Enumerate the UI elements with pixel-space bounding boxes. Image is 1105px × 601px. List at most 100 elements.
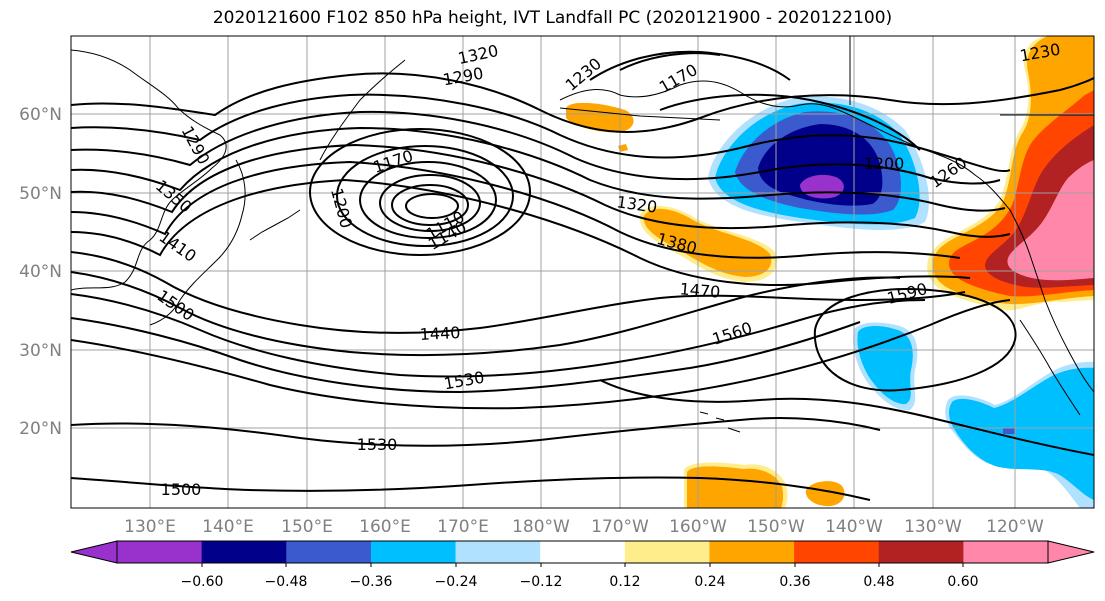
colorbar	[70, 540, 1095, 564]
longitude-label: 180°W	[512, 517, 570, 537]
ivt-negative-southeast-dot	[1003, 428, 1015, 434]
latitude-label: 20°N	[19, 419, 62, 439]
border-us-canada	[849, 36, 1094, 116]
contour-1380	[71, 160, 961, 259]
contour-label: 1470	[679, 279, 721, 301]
coast-hawaii	[699, 411, 741, 433]
contour-1320	[71, 126, 1006, 212]
longitude-label: 150°E	[281, 517, 333, 537]
contour-1470	[71, 271, 901, 357]
longitude-label: 160°W	[669, 517, 727, 537]
colorbar-segment	[286, 541, 372, 563]
contour-label-group: 1470	[679, 279, 721, 301]
colorbar-tick-labels: −0.60 −0.48 −0.36 −0.24 −0.12 0.12 0.24 0.36 0.4…	[181, 563, 979, 590]
longitude-label: 120°W	[986, 517, 1044, 537]
colorbar-tick-label: 0.48	[863, 574, 894, 590]
contour-label: 1440	[419, 323, 461, 344]
longitude-label: 150°W	[747, 517, 805, 537]
map-frame	[70, 35, 1095, 509]
colorbar-tick-label: −0.36	[350, 574, 393, 590]
contour-1590-arc	[599, 379, 1094, 456]
contour-1500	[71, 293, 926, 378]
longitude-label: 140°E	[202, 517, 254, 537]
contour-1290	[71, 110, 1001, 185]
colorbar-tick-label: 0.12	[609, 574, 640, 590]
latitude-label: 40°N	[19, 262, 62, 282]
colorbar-tick-label: −0.24	[435, 574, 478, 590]
contour-label: 1530	[357, 435, 398, 454]
colorbar-extend-min	[70, 540, 118, 564]
latitude-label: 60°N	[19, 105, 62, 125]
contour-low-1110	[379, 174, 481, 232]
contour-label: 1500	[161, 480, 202, 499]
contour-label-group: 1500	[161, 480, 202, 499]
colorbar-segment	[794, 541, 880, 563]
colorbar-segment	[201, 541, 287, 563]
longitude-label: 170°E	[437, 517, 489, 537]
contour-1440	[71, 251, 966, 334]
coast-kuril	[249, 209, 301, 241]
contour-1500-south	[71, 476, 871, 501]
contour-label: 1200	[864, 154, 905, 173]
colorbar-frame	[116, 540, 1049, 564]
ivt-negative-southeast	[948, 367, 1094, 500]
colorbar-tick-label: −0.60	[181, 574, 224, 590]
colorbar-segment	[117, 541, 203, 563]
colorbar-segment	[963, 541, 1049, 563]
contour-label-group: 1440	[419, 323, 461, 344]
coast-kamchatka	[319, 59, 406, 161]
contour-1260	[71, 93, 1011, 172]
coast-japan	[149, 159, 246, 326]
ivt-negative-subtropical	[857, 326, 913, 405]
height-contours	[71, 50, 1094, 501]
longitude-label: 170°W	[591, 517, 649, 537]
coast-canada-us	[1009, 209, 1094, 393]
plot-title: 2020121600 F102 850 hPa height, IVT Land…	[212, 8, 893, 28]
contour-1350	[71, 143, 1011, 238]
colorbar-tick-label: 0.36	[779, 574, 810, 590]
graticule	[71, 36, 1094, 508]
coast-alaska	[559, 80, 1011, 211]
ivt-positive-south	[687, 466, 784, 508]
longitude-label: 130°W	[904, 517, 962, 537]
ivt-positive-south-small	[805, 481, 845, 507]
colorbar-tick-label: −0.12	[520, 574, 563, 590]
coast-asia	[71, 49, 227, 291]
contour-1590-loop	[813, 288, 1017, 392]
longitude-labels: 130°E 140°E 150°E 160°E 170°E 180°W 170°W 160°W…	[124, 517, 1044, 537]
contour-low-1200	[309, 128, 531, 256]
coastlines	[71, 36, 1094, 433]
contour-low-inner-b	[405, 193, 459, 219]
colorbar-segment	[624, 541, 710, 563]
contour-low-inner-a	[391, 184, 469, 226]
contour-low-1170	[336, 145, 514, 247]
contour-1170-north	[589, 50, 791, 81]
colorbar-tick-label: 0.24	[694, 574, 725, 590]
contour-label-group: 1530	[357, 435, 398, 454]
contour-1230	[71, 72, 1094, 133]
colorbar-extend-max	[1047, 540, 1095, 564]
contour-1530-south	[71, 417, 881, 447]
contour-1530-north	[71, 317, 861, 394]
contour-1140-north	[619, 52, 721, 71]
latitude-label: 30°N	[19, 341, 62, 361]
colorbar-tick-label: 0.60	[947, 574, 978, 590]
longitude-label: 130°E	[124, 517, 176, 537]
longitude-label: 160°E	[359, 517, 411, 537]
colorbar-segment	[878, 541, 964, 563]
latitude-label: 50°N	[19, 184, 62, 204]
contour-1200-gulf	[659, 93, 921, 151]
coast-aleutians	[559, 107, 721, 121]
colorbar-segment	[709, 541, 795, 563]
ivt-positive-coast-pink	[1007, 160, 1094, 281]
contour-label-group: 1200	[864, 154, 905, 173]
colorbar-segment	[540, 541, 626, 563]
colorbar-tick-label: −0.48	[265, 574, 308, 590]
latitude-labels: 60°N 50°N 40°N 30°N 20°N	[19, 105, 62, 439]
longitude-label: 140°W	[825, 517, 883, 537]
colorbar-segment	[370, 541, 457, 563]
contour-low-1140	[359, 161, 497, 239]
coast-baja	[1019, 319, 1081, 416]
